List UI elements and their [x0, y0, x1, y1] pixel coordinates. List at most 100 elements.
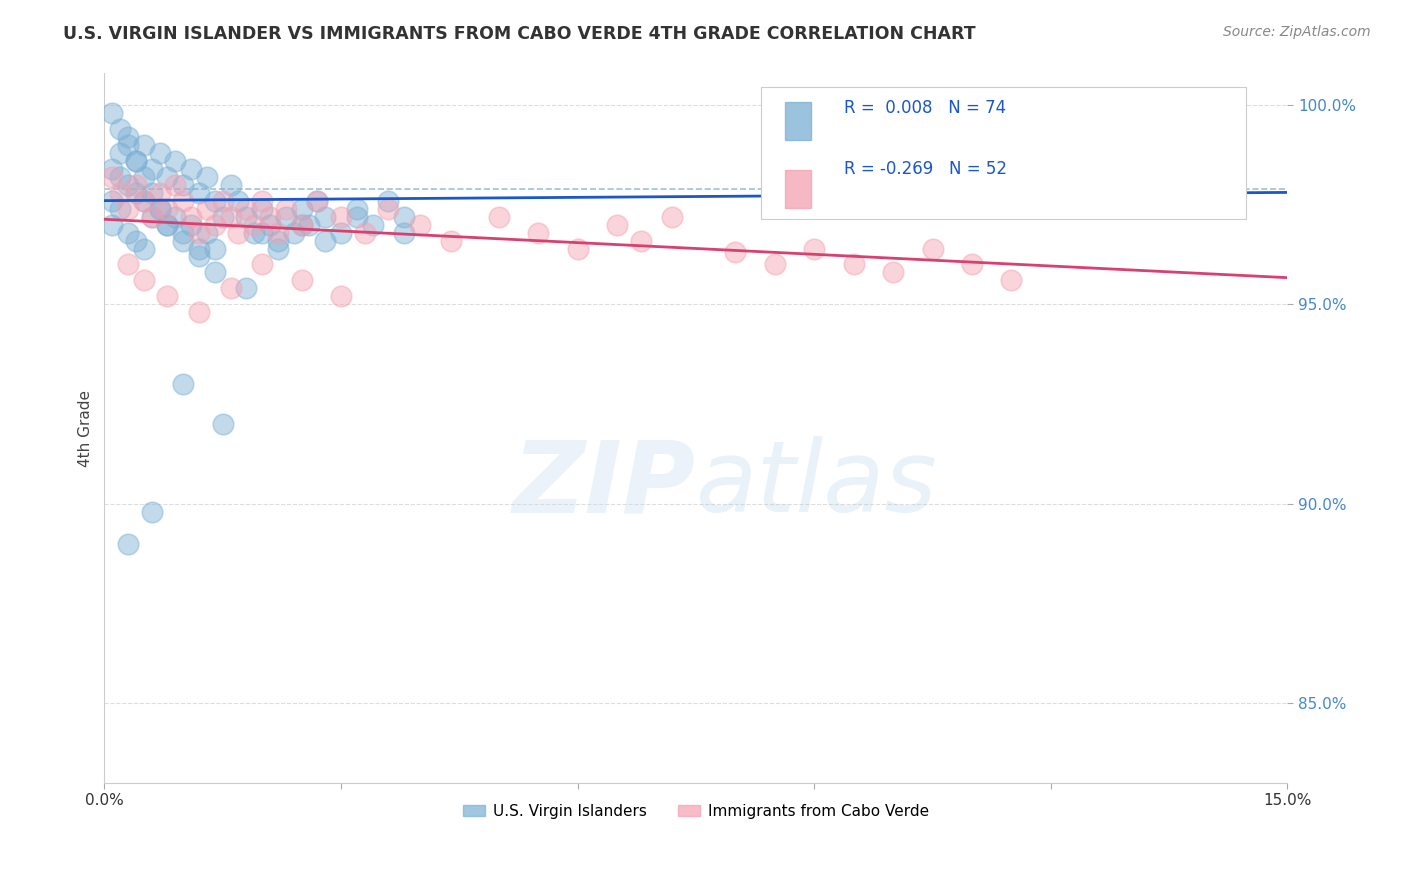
- Bar: [785, 169, 811, 208]
- Point: [314, 234, 336, 248]
- Point: [298, 218, 321, 232]
- Point: [188, 186, 211, 200]
- Point: [101, 218, 124, 232]
- Point: [567, 242, 589, 256]
- Point: [803, 242, 825, 256]
- Point: [259, 218, 281, 232]
- Point: [330, 289, 353, 303]
- Point: [274, 202, 297, 216]
- Point: [409, 218, 432, 232]
- Point: [195, 226, 218, 240]
- Point: [243, 218, 266, 232]
- Point: [132, 273, 155, 287]
- Point: [392, 210, 415, 224]
- Point: [172, 234, 194, 248]
- Point: [204, 265, 226, 279]
- Point: [180, 218, 202, 232]
- Point: [219, 210, 242, 224]
- Point: [108, 145, 131, 160]
- Text: U.S. VIRGIN ISLANDER VS IMMIGRANTS FROM CABO VERDE 4TH GRADE CORRELATION CHART: U.S. VIRGIN ISLANDER VS IMMIGRANTS FROM …: [63, 25, 976, 43]
- Point: [117, 137, 139, 152]
- Point: [117, 257, 139, 271]
- Point: [228, 226, 250, 240]
- Point: [117, 129, 139, 144]
- Point: [630, 234, 652, 248]
- Point: [259, 210, 281, 224]
- Point: [488, 210, 510, 224]
- Point: [392, 226, 415, 240]
- Point: [211, 210, 233, 224]
- Point: [724, 245, 747, 260]
- Point: [283, 226, 305, 240]
- Point: [165, 210, 187, 224]
- Point: [314, 210, 336, 224]
- Point: [440, 234, 463, 248]
- Text: Source: ZipAtlas.com: Source: ZipAtlas.com: [1223, 25, 1371, 39]
- Point: [290, 273, 312, 287]
- Point: [172, 226, 194, 240]
- Point: [250, 194, 273, 208]
- Point: [377, 194, 399, 208]
- Point: [132, 242, 155, 256]
- Point: [960, 257, 983, 271]
- Point: [204, 194, 226, 208]
- Point: [156, 218, 179, 232]
- Point: [132, 169, 155, 184]
- Point: [149, 186, 172, 200]
- Point: [108, 202, 131, 216]
- Point: [141, 161, 163, 176]
- Point: [149, 202, 172, 216]
- Point: [235, 202, 257, 216]
- Point: [346, 202, 368, 216]
- Text: ZIP: ZIP: [513, 436, 696, 533]
- Point: [921, 242, 943, 256]
- Point: [172, 178, 194, 192]
- Point: [219, 281, 242, 295]
- Point: [290, 218, 312, 232]
- Text: atlas: atlas: [696, 436, 938, 533]
- Legend: U.S. Virgin Islanders, Immigrants from Cabo Verde: U.S. Virgin Islanders, Immigrants from C…: [457, 797, 935, 825]
- Point: [330, 210, 353, 224]
- Point: [156, 289, 179, 303]
- Point: [267, 234, 290, 248]
- Point: [361, 218, 384, 232]
- Point: [132, 194, 155, 208]
- Bar: [785, 102, 811, 140]
- Point: [250, 257, 273, 271]
- Point: [661, 210, 683, 224]
- Point: [204, 242, 226, 256]
- Point: [156, 169, 179, 184]
- Text: R =  0.008   N = 74: R = 0.008 N = 74: [844, 99, 1005, 117]
- Point: [149, 145, 172, 160]
- Point: [108, 186, 131, 200]
- Point: [101, 194, 124, 208]
- Point: [125, 178, 148, 192]
- Point: [172, 377, 194, 392]
- Point: [165, 178, 187, 192]
- Point: [290, 202, 312, 216]
- Point: [250, 226, 273, 240]
- Point: [101, 106, 124, 120]
- Point: [125, 153, 148, 168]
- Point: [307, 194, 329, 208]
- FancyBboxPatch shape: [761, 87, 1246, 219]
- Point: [188, 305, 211, 319]
- Point: [195, 169, 218, 184]
- Point: [274, 210, 297, 224]
- Point: [172, 194, 194, 208]
- Point: [882, 265, 904, 279]
- Point: [235, 281, 257, 295]
- Point: [842, 257, 865, 271]
- Point: [117, 226, 139, 240]
- Point: [290, 218, 312, 232]
- Point: [267, 242, 290, 256]
- Point: [180, 161, 202, 176]
- Point: [195, 202, 218, 216]
- Point: [250, 202, 273, 216]
- Point: [108, 169, 131, 184]
- Point: [141, 210, 163, 224]
- Point: [211, 194, 233, 208]
- Point: [156, 202, 179, 216]
- Point: [188, 226, 211, 240]
- Point: [219, 178, 242, 192]
